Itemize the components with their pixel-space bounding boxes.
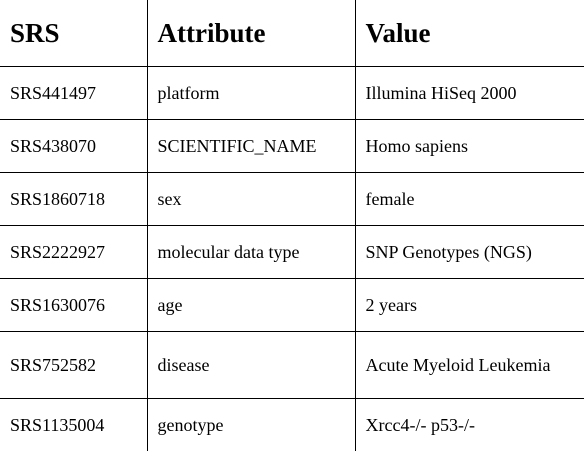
table-row: SRS1860718 sex female [0, 172, 584, 226]
header-attribute: Attribute [146, 0, 356, 67]
cell-srs: SRS2222927 [0, 225, 148, 279]
table-row: SRS441497 platform Illumina HiSeq 2000 [0, 66, 584, 120]
cell-srs: SRS1630076 [0, 278, 148, 332]
cell-value: Illumina HiSeq 2000 [354, 66, 584, 120]
cell-value: Homo sapiens [354, 119, 584, 173]
cell-srs: SRS441497 [0, 66, 148, 120]
cell-attribute: disease [146, 331, 356, 399]
data-table: SRS Attribute Value SRS441497 platform I… [0, 0, 584, 451]
table-row: SRS438070 SCIENTIFIC_NAME Homo sapiens [0, 119, 584, 173]
cell-srs: SRS752582 [0, 331, 148, 399]
cell-attribute: genotype [146, 398, 356, 451]
cell-srs: SRS1135004 [0, 398, 148, 451]
cell-value: 2 years [354, 278, 584, 332]
cell-attribute: sex [146, 172, 356, 226]
cell-attribute: molecular data type [146, 225, 356, 279]
table-row: SRS752582 disease Acute Myeloid Leukemia [0, 331, 584, 399]
cell-attribute: SCIENTIFIC_NAME [146, 119, 356, 173]
cell-srs: SRS1860718 [0, 172, 148, 226]
table-row: SRS2222927 molecular data type SNP Genot… [0, 225, 584, 279]
table-row: SRS1135004 genotype Xrcc4-/- p53-/- [0, 398, 584, 451]
table-row: SRS1630076 age 2 years [0, 278, 584, 332]
cell-attribute: age [146, 278, 356, 332]
cell-value: Xrcc4-/- p53-/- [354, 398, 584, 451]
cell-srs: SRS438070 [0, 119, 148, 173]
cell-value: Acute Myeloid Leukemia [354, 331, 584, 399]
cell-value: female [354, 172, 584, 226]
header-row: SRS Attribute Value [0, 0, 584, 67]
header-srs: SRS [0, 0, 148, 67]
cell-attribute: platform [146, 66, 356, 120]
header-value: Value [354, 0, 584, 67]
cell-value: SNP Genotypes (NGS) [354, 225, 584, 279]
